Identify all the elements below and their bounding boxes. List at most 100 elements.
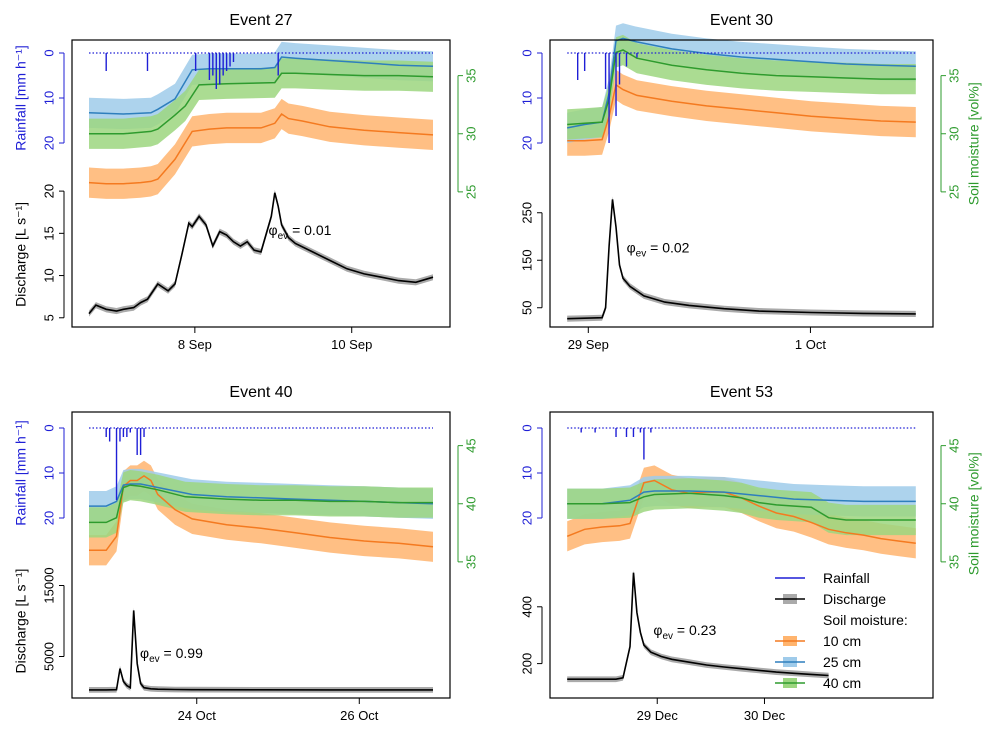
rainfall-tick-label: 0 bbox=[41, 424, 56, 431]
legend: Rainfall Discharge Soil moisture: 10 cm 25 c… bbox=[775, 570, 908, 691]
panel-event-2: Event 30 0 10 20 50 150 250 25 30 35 Soil moisture… bbox=[519, 12, 981, 352]
discharge-tick-label: 15000 bbox=[41, 567, 56, 603]
soil-tick-label: 45 bbox=[946, 438, 961, 452]
rainfall-tick-label: 20 bbox=[41, 511, 56, 525]
discharge-tick-label: 5000 bbox=[41, 642, 56, 671]
soil-tick-label: 35 bbox=[946, 555, 961, 569]
phi-value: = 0.02 bbox=[646, 239, 689, 255]
soil-line-40cm bbox=[89, 72, 434, 135]
discharge-line bbox=[89, 610, 433, 691]
rainfall-tick-label: 10 bbox=[519, 91, 534, 105]
soil-line-10cm bbox=[567, 83, 916, 142]
discharge-tick-label: 5 bbox=[41, 314, 56, 321]
soil-band-40cm bbox=[567, 478, 916, 536]
discharge-axis-label: Discharge [L s⁻¹] bbox=[13, 569, 29, 674]
soil-line-25cm bbox=[88, 56, 434, 115]
legend-label: 10 cm bbox=[823, 633, 861, 649]
panel-title: Event 40 bbox=[229, 384, 292, 401]
soil-line-40cm bbox=[89, 484, 433, 524]
legend-label: 25 cm bbox=[823, 654, 861, 670]
phi-value: = 0.99 bbox=[160, 645, 203, 661]
legend-label: Rainfall bbox=[823, 570, 870, 586]
legend-label: Discharge bbox=[823, 591, 886, 607]
panel-title: Event 30 bbox=[710, 12, 773, 29]
panel-title: Event 53 bbox=[710, 384, 773, 401]
panel-title: Event 27 bbox=[229, 12, 292, 29]
panel-event-4: Event 53 0 10 20 200 400 35 40 45 Soil moisture [… bbox=[519, 384, 981, 723]
soil-tick-label: 35 bbox=[463, 68, 478, 82]
phi-subscript: ev bbox=[149, 654, 160, 665]
soil-tick-label: 35 bbox=[463, 555, 478, 569]
phi-symbol: φ bbox=[627, 239, 636, 255]
discharge-tick-label: 250 bbox=[519, 202, 534, 224]
soil-tick-label: 30 bbox=[463, 127, 478, 141]
discharge-tick-label: 15 bbox=[41, 226, 56, 240]
phi-symbol: φ bbox=[269, 222, 278, 238]
soil-tick-label: 30 bbox=[946, 127, 961, 141]
phi-annotation: φev = 0.23 bbox=[653, 622, 716, 642]
phi-annotation: φev = 0.01 bbox=[269, 222, 332, 242]
discharge-tick-label: 10 bbox=[41, 268, 56, 282]
rainfall-axis-label: Rainfall [mm h⁻¹] bbox=[13, 45, 29, 150]
soil-axis-label: Soil moisture [vol%] bbox=[966, 452, 982, 575]
rainfall-tick-label: 20 bbox=[519, 511, 534, 525]
phi-value: = 0.23 bbox=[673, 622, 716, 638]
discharge-line bbox=[567, 199, 916, 320]
discharge-line bbox=[567, 572, 829, 681]
x-tick-label: 29 Dec bbox=[637, 708, 679, 723]
phi-subscript: ev bbox=[662, 631, 673, 642]
rainfall-tick-label: 0 bbox=[41, 49, 56, 56]
discharge-tick-label: 200 bbox=[519, 653, 534, 675]
discharge-band bbox=[89, 607, 433, 693]
phi-annotation: φev = 0.99 bbox=[140, 645, 203, 665]
x-tick-label: 29 Sep bbox=[568, 337, 609, 352]
soil-line-10cm bbox=[566, 479, 916, 545]
x-tick-label: 1 Oct bbox=[795, 337, 826, 352]
discharge-axis-label: Discharge [L s⁻¹] bbox=[13, 202, 29, 307]
soil-tick-label: 35 bbox=[946, 68, 961, 82]
plot-frame bbox=[549, 411, 934, 699]
rainfall-tick-label: 10 bbox=[41, 466, 56, 480]
soil-tick-label: 40 bbox=[463, 497, 478, 511]
soil-axis-label: Soil moisture [vol%] bbox=[966, 82, 982, 205]
phi-subscript: ev bbox=[636, 248, 647, 259]
soil-line-40cm bbox=[567, 49, 916, 126]
rainfall-axis-label: Rainfall [mm h⁻¹] bbox=[13, 420, 29, 525]
phi-annotation: φev = 0.02 bbox=[627, 239, 690, 259]
panel-event-1: Event 27 0 10 20 Rainfall [mm h⁻¹] 5 10 15 20 Dis… bbox=[13, 12, 479, 352]
discharge-line bbox=[88, 192, 434, 315]
soil-line-10cm bbox=[88, 112, 434, 185]
legend-label: 40 cm bbox=[823, 675, 861, 691]
rainfall-tick-label: 20 bbox=[519, 136, 534, 150]
soil-tick-label: 45 bbox=[463, 438, 478, 452]
x-tick-label: 8 Sep bbox=[178, 337, 212, 352]
rainfall-tick-label: 20 bbox=[41, 136, 56, 150]
soil-band-40cm bbox=[89, 470, 433, 538]
soil-tick-label: 40 bbox=[946, 497, 961, 511]
x-tick-label: 30 Dec bbox=[744, 708, 786, 723]
discharge-tick-label: 50 bbox=[519, 301, 534, 315]
discharge-tick-label: 20 bbox=[41, 184, 56, 198]
discharge-tick-label: 150 bbox=[519, 249, 534, 271]
phi-symbol: φ bbox=[653, 622, 662, 638]
panel-event-3: Event 40 0 10 20 Rainfall [mm h⁻¹] 5000 15000 D… bbox=[13, 384, 479, 723]
phi-value: = 0.01 bbox=[288, 222, 331, 238]
x-tick-label: 26 Oct bbox=[340, 708, 379, 723]
soil-line-25cm bbox=[567, 490, 916, 505]
soil-tick-label: 25 bbox=[463, 185, 478, 199]
discharge-band bbox=[89, 189, 433, 317]
rainfall-tick-label: 0 bbox=[519, 424, 534, 431]
soil-band-10cm bbox=[567, 69, 916, 156]
soil-band-40cm bbox=[89, 58, 433, 149]
soil-line-40cm bbox=[567, 492, 916, 521]
phi-symbol: φ bbox=[140, 645, 149, 661]
rainfall-tick-label: 10 bbox=[519, 466, 534, 480]
soil-band-10cm bbox=[89, 98, 433, 199]
phi-subscript: ev bbox=[278, 231, 289, 242]
rainfall-tick-label: 0 bbox=[519, 49, 534, 56]
rainfall-tick-label: 10 bbox=[41, 91, 56, 105]
discharge-tick-label: 400 bbox=[519, 596, 534, 618]
legend-label: Soil moisture: bbox=[823, 612, 908, 628]
